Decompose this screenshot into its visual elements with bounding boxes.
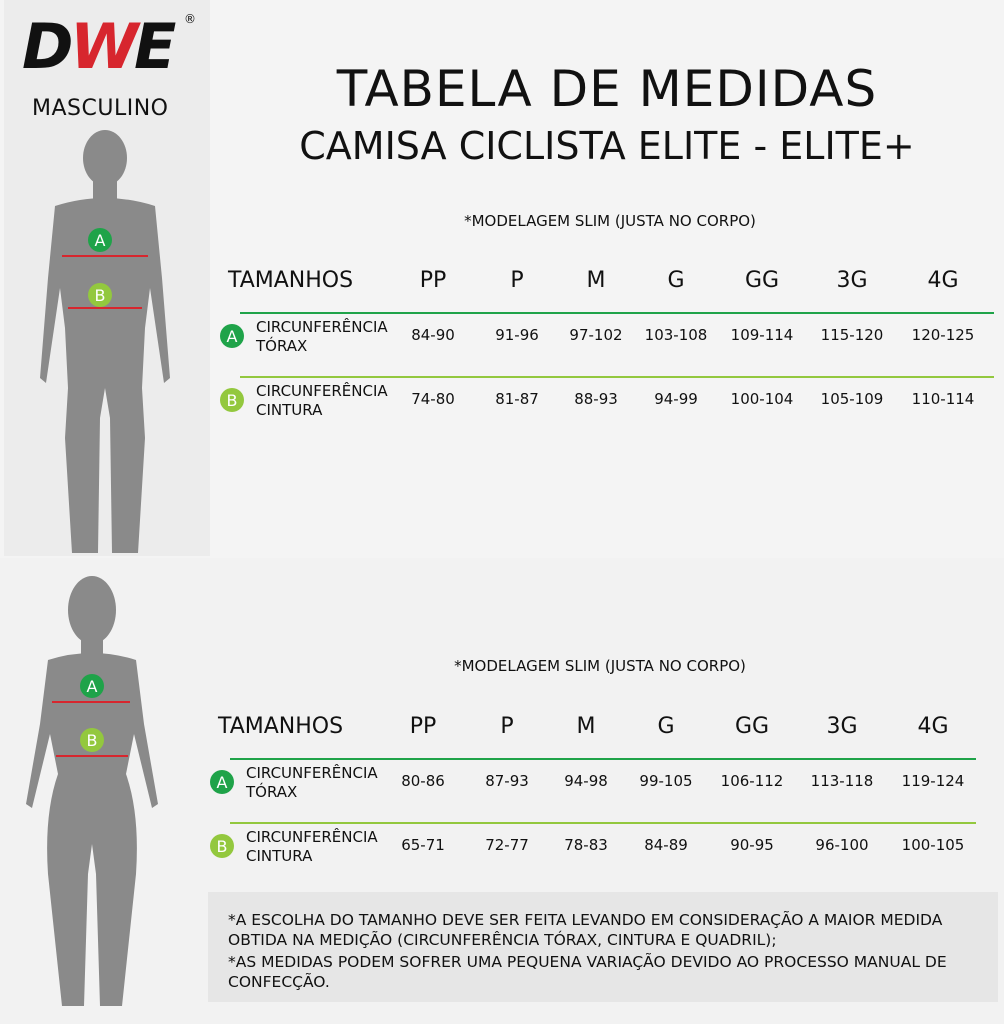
table1-note: *MODELAGEM SLIM (JUSTA NO CORPO) xyxy=(464,212,756,230)
footer-note-1: *A ESCOLHA DO TAMANHO DEVE SER FEITA LEV… xyxy=(228,911,943,949)
table2-size-m: M xyxy=(576,714,596,739)
table-cell: 87-93 xyxy=(485,772,529,790)
male-silhouette xyxy=(40,130,170,553)
table-cell: 96-100 xyxy=(815,836,869,854)
table-cell: 80-86 xyxy=(401,772,445,790)
table-cell: 105-109 xyxy=(820,390,884,408)
table2-size-pp: PP xyxy=(409,714,437,739)
table1-row-a-line xyxy=(240,312,994,314)
table2-note: *MODELAGEM SLIM (JUSTA NO CORPO) xyxy=(454,657,746,675)
table-cell: 94-99 xyxy=(654,390,698,408)
table-cell: 74-80 xyxy=(411,390,455,408)
table-cell: 99-105 xyxy=(639,772,693,790)
svg-text:E: E xyxy=(134,10,176,80)
table-cell: 109-114 xyxy=(730,326,794,344)
table-cell: 103-108 xyxy=(644,326,708,344)
table2-row-b-label: CIRCUNFERÊNCIA CINTURA xyxy=(246,828,378,865)
table-cell: 81-87 xyxy=(495,390,539,408)
page-subtitle: CAMISA CICLISTA ELITE - ELITE+ xyxy=(299,124,915,168)
table1-header-label: TAMANHOS xyxy=(228,268,354,293)
page-title: TABELA DE MEDIDAS xyxy=(336,60,878,118)
table-cell: 100-104 xyxy=(730,390,794,408)
table1-row-a-badge: A xyxy=(220,324,244,348)
table1-row-b-line xyxy=(240,376,994,378)
table1-size-g: G xyxy=(667,268,685,293)
table2-row-b-badge: B xyxy=(210,834,234,858)
table-cell: 72-77 xyxy=(485,836,529,854)
footer-note-2: *AS MEDIDAS PODEM SOFRER UMA PEQUENA VAR… xyxy=(228,953,947,991)
male-badge-a: A xyxy=(88,228,112,252)
female-badge-a: A xyxy=(80,674,104,698)
table1-size-3g: 3G xyxy=(836,268,868,293)
table2-size-g: G xyxy=(657,714,675,739)
table2-size-3g: 3G xyxy=(826,714,858,739)
table1-size-4g: 4G xyxy=(927,268,959,293)
table-cell: 65-71 xyxy=(401,836,445,854)
svg-text:W: W xyxy=(70,10,141,80)
table1-row-a-label: CIRCUNFERÊNCIA TÓRAX xyxy=(256,318,388,355)
table-cell: 84-90 xyxy=(411,326,455,344)
table-cell: 120-125 xyxy=(911,326,975,344)
table-cell: 113-118 xyxy=(810,772,874,790)
table-cell: 119-124 xyxy=(901,772,965,790)
table-cell: 94-98 xyxy=(564,772,608,790)
footer-notes: *A ESCOLHA DO TAMANHO DEVE SER FEITA LEV… xyxy=(208,892,998,1002)
table-cell: 97-102 xyxy=(569,326,623,344)
table2-row-b-line xyxy=(230,822,976,824)
table1-row-b-badge: B xyxy=(220,388,244,412)
svg-text:D: D xyxy=(22,10,73,80)
table1-size-pp: PP xyxy=(419,268,447,293)
table-cell: 106-112 xyxy=(720,772,784,790)
table1-row-b-label: CIRCUNFERÊNCIA CINTURA xyxy=(256,382,388,419)
table-cell: 100-105 xyxy=(901,836,965,854)
table2-size-gg: GG xyxy=(734,714,770,739)
table2-size-p: P xyxy=(500,714,514,739)
table2-row-a-line xyxy=(230,758,976,760)
table2-header-label: TAMANHOS xyxy=(218,714,344,739)
male-badge-b: B xyxy=(88,283,112,307)
table-cell: 110-114 xyxy=(911,390,975,408)
table-cell: 78-83 xyxy=(564,836,608,854)
table-cell: 115-120 xyxy=(820,326,884,344)
table-cell: 84-89 xyxy=(644,836,688,854)
table2-row-a-badge: A xyxy=(210,770,234,794)
table2-row-a-label: CIRCUNFERÊNCIA TÓRAX xyxy=(246,764,378,801)
table1-size-gg: GG xyxy=(744,268,780,293)
table2-size-4g: 4G xyxy=(917,714,949,739)
female-silhouette xyxy=(26,576,158,1006)
registered-mark: ® xyxy=(184,12,196,26)
table-cell: 91-96 xyxy=(495,326,539,344)
gender-label: MASCULINO xyxy=(32,96,169,121)
female-badge-b: B xyxy=(80,728,104,752)
table-cell: 90-95 xyxy=(730,836,774,854)
table1-size-m: M xyxy=(586,268,606,293)
table-cell: 88-93 xyxy=(574,390,618,408)
dwe-logo: D W E xyxy=(22,10,176,80)
table1-size-p: P xyxy=(510,268,524,293)
